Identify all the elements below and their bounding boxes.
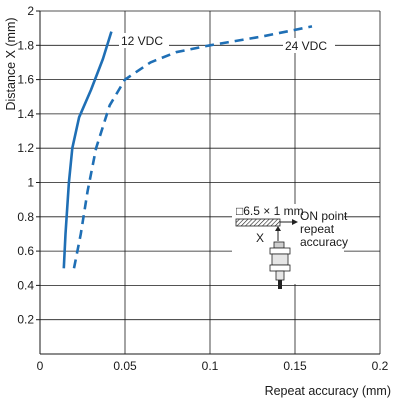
distance-x-marker: X xyxy=(256,231,264,245)
grid-lines xyxy=(40,10,381,354)
y-tick-label-1: 0.4 xyxy=(17,278,34,292)
on-point-label-line-2: repeat xyxy=(300,222,335,236)
label-12v-background xyxy=(119,33,169,48)
y-tick-label-4: 1 xyxy=(27,176,34,190)
on-point-arrowhead xyxy=(292,219,298,225)
on-point-label-line-3: accuracy xyxy=(300,235,348,249)
y-tick-label-3: 0.8 xyxy=(17,210,34,224)
y-tick-label-5: 1.2 xyxy=(17,141,34,155)
target-plate xyxy=(235,218,281,227)
series-lines xyxy=(62,25,313,269)
sensor-nut-bottom xyxy=(269,264,291,272)
series-label-12v: 12 VDC xyxy=(121,34,163,48)
y-tick-label-6: 1.4 xyxy=(17,107,34,121)
axes: 0 0.05 0.1 0.15 0.2 0.2 0.4 0.6 0.8 1 1.2 1.4 1.6 1.8… xyxy=(17,4,388,373)
x-tick-label-3: 0.15 xyxy=(283,359,307,373)
x-tick-label-1: 0.05 xyxy=(113,359,137,373)
sensor-head xyxy=(273,241,285,249)
y-tick-label-2: 0.6 xyxy=(17,244,34,258)
x-tick-label-2: 0.1 xyxy=(202,359,219,373)
y-tick-label-7: 1.6 xyxy=(17,73,34,87)
y-tick-label-0: 0.2 xyxy=(17,313,34,327)
y-tick-label-8: 1.8 xyxy=(17,38,34,52)
x-axis-title: Repeat accuracy (mm) xyxy=(265,384,391,398)
x-tick-label-0: 0 xyxy=(37,359,44,373)
series-line-12v xyxy=(62,31,113,269)
sensor-nut-top xyxy=(269,247,291,255)
sensor-cable xyxy=(278,280,282,289)
sensor-diagram: □6.5 × 1 mm X ON point repeat accuracy xyxy=(232,204,348,289)
sensor-body xyxy=(271,253,289,266)
y-tick-label-9: 2 xyxy=(27,4,34,18)
label-24v-background xyxy=(283,38,335,53)
series-label-24v: 24 VDC xyxy=(285,39,327,53)
distance-x-arrowhead xyxy=(275,226,281,231)
on-point-label-line-1: ON point xyxy=(300,209,348,223)
series-line-24v xyxy=(72,25,313,269)
sensor-tail xyxy=(275,270,285,281)
y-axis-title: Distance X (mm) xyxy=(4,17,18,110)
target-size-label: □6.5 × 1 mm xyxy=(236,204,304,218)
x-tick-label-4: 0.2 xyxy=(372,359,389,373)
